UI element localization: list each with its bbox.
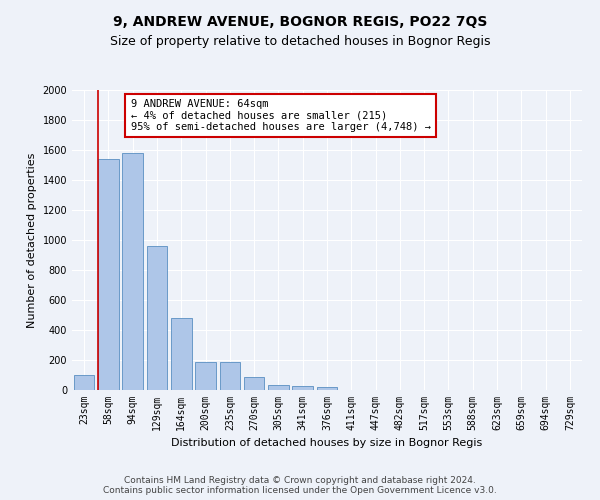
Bar <box>171 318 191 390</box>
Bar <box>292 386 313 390</box>
Bar <box>122 153 143 390</box>
Bar <box>195 362 216 390</box>
Text: 9 ANDREW AVENUE: 64sqm
← 4% of detached houses are smaller (215)
95% of semi-det: 9 ANDREW AVENUE: 64sqm ← 4% of detached … <box>131 99 431 132</box>
Bar <box>146 246 167 390</box>
Bar <box>98 159 119 390</box>
Text: 9, ANDREW AVENUE, BOGNOR REGIS, PO22 7QS: 9, ANDREW AVENUE, BOGNOR REGIS, PO22 7QS <box>113 15 487 29</box>
Y-axis label: Number of detached properties: Number of detached properties <box>27 152 37 328</box>
Text: Contains HM Land Registry data © Crown copyright and database right 2024.
Contai: Contains HM Land Registry data © Crown c… <box>103 476 497 495</box>
X-axis label: Distribution of detached houses by size in Bognor Regis: Distribution of detached houses by size … <box>172 438 482 448</box>
Bar <box>244 376 265 390</box>
Bar <box>268 385 289 390</box>
Bar <box>74 375 94 390</box>
Bar <box>317 387 337 390</box>
Text: Size of property relative to detached houses in Bognor Regis: Size of property relative to detached ho… <box>110 35 490 48</box>
Bar <box>220 362 240 390</box>
